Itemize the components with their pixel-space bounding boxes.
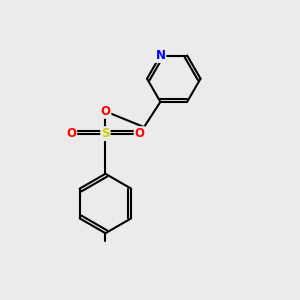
Text: O: O — [66, 127, 76, 140]
Text: N: N — [155, 49, 165, 62]
Text: O: O — [100, 105, 110, 118]
Text: S: S — [101, 127, 110, 140]
Text: O: O — [135, 127, 145, 140]
